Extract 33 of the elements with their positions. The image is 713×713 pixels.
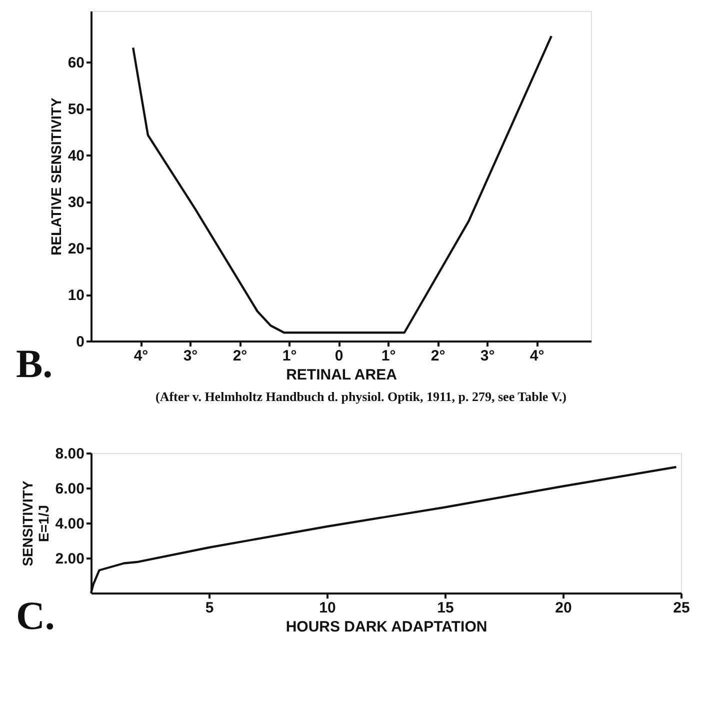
y-tick-label: 8.00: [55, 446, 84, 462]
y-axis-title: RELATIVE SENSITIVITY: [48, 97, 64, 256]
line-series: [132, 35, 552, 334]
y-tick-label: 2.00: [55, 550, 84, 568]
x-tick-label: 2°: [232, 348, 248, 364]
y-tick-label: 30: [68, 194, 84, 212]
x-tick-label: 1°: [282, 348, 297, 364]
y-tick-label: 4.00: [55, 516, 84, 532]
y-axis-title: SENSITIVITY E=1/J: [19, 480, 52, 566]
y-tick-label: 0: [76, 334, 84, 350]
x-tick-label: 0: [334, 348, 344, 364]
y-tick-label: 10: [68, 287, 84, 304]
text: B.: [16, 341, 53, 386]
x-axis-title: RETINAL AREA: [286, 366, 398, 384]
text: (After v. Helmholtz Handbuch d. physiol. Optik, 1911, p. 279, see Table V.): [155, 389, 567, 404]
x-tick-label: 20: [555, 600, 572, 616]
y-tick-label: 40: [68, 148, 84, 165]
x-tick-label: 3°: [480, 348, 495, 364]
x-tick-label: 4°: [530, 348, 544, 364]
x-tick-label: 3°: [183, 348, 198, 364]
x-axis-title: HOURS DARK ADAPTATION: [286, 618, 488, 636]
x-tick-label: 5: [205, 600, 214, 616]
x-tick-label: 10: [319, 600, 336, 616]
x-tick-label: 1°: [381, 348, 396, 364]
y-tick-label: 60: [68, 54, 84, 72]
y-tick-label: 6.00: [55, 480, 84, 498]
x-tick-label: 2°: [430, 348, 446, 364]
x-tick-label: 25: [673, 600, 690, 616]
text: C.: [16, 593, 55, 638]
y-tick-label: 50: [68, 101, 84, 118]
y-tick-label: 20: [68, 240, 84, 258]
x-tick-label: 15: [437, 600, 454, 616]
x-tick-label: 4°: [134, 348, 148, 364]
